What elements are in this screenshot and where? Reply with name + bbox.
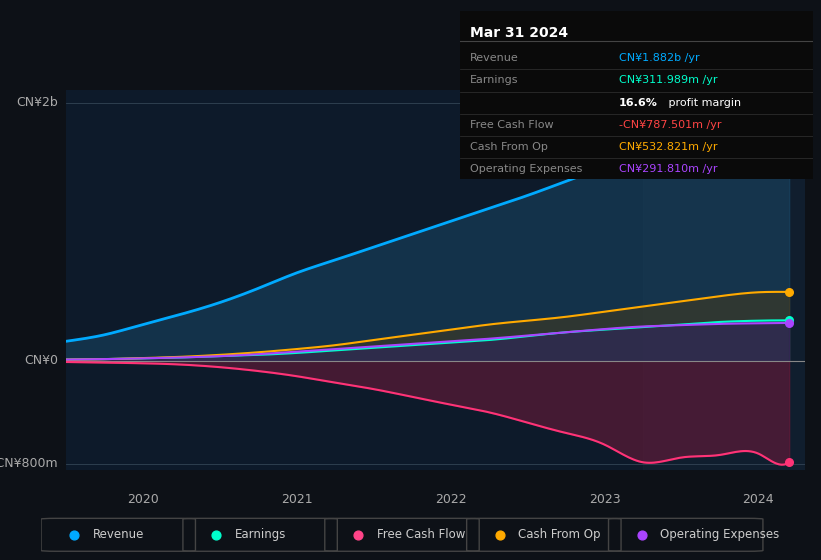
Text: Earnings: Earnings [235, 528, 286, 542]
Text: CN¥2b: CN¥2b [16, 96, 58, 109]
Text: 2020: 2020 [126, 493, 158, 506]
Text: CN¥0: CN¥0 [25, 354, 58, 367]
Text: Free Cash Flow: Free Cash Flow [377, 528, 465, 542]
Point [782, 287, 796, 296]
Point [635, 530, 649, 539]
Point [782, 458, 796, 467]
Text: 2021: 2021 [281, 493, 313, 506]
Text: -CN¥800m: -CN¥800m [0, 458, 58, 470]
Text: Free Cash Flow: Free Cash Flow [470, 120, 554, 130]
Point [782, 316, 796, 325]
Text: CN¥291.810m /yr: CN¥291.810m /yr [619, 164, 717, 174]
Text: 2023: 2023 [589, 493, 621, 506]
Point [782, 319, 796, 328]
Text: -CN¥787.501m /yr: -CN¥787.501m /yr [619, 120, 721, 130]
Text: Operating Expenses: Operating Expenses [470, 164, 583, 174]
Text: Earnings: Earnings [470, 76, 519, 86]
Point [782, 113, 796, 122]
Text: Operating Expenses: Operating Expenses [660, 528, 779, 542]
Text: 2022: 2022 [434, 493, 466, 506]
Bar [643, 90, 805, 470]
Text: Cash From Op: Cash From Op [470, 142, 548, 152]
Point [68, 530, 80, 539]
Text: CN¥311.989m /yr: CN¥311.989m /yr [619, 76, 717, 86]
Text: Revenue: Revenue [470, 53, 519, 63]
Text: Mar 31 2024: Mar 31 2024 [470, 26, 568, 40]
Text: Cash From Op: Cash From Op [518, 528, 601, 542]
Text: CN¥532.821m /yr: CN¥532.821m /yr [619, 142, 717, 152]
Point [351, 530, 365, 539]
Point [209, 530, 222, 539]
Text: 16.6%: 16.6% [619, 97, 658, 108]
Text: Revenue: Revenue [93, 528, 144, 542]
Text: CN¥1.882b /yr: CN¥1.882b /yr [619, 53, 699, 63]
Text: profit margin: profit margin [664, 97, 741, 108]
Point [493, 530, 507, 539]
Text: 2024: 2024 [742, 493, 774, 506]
